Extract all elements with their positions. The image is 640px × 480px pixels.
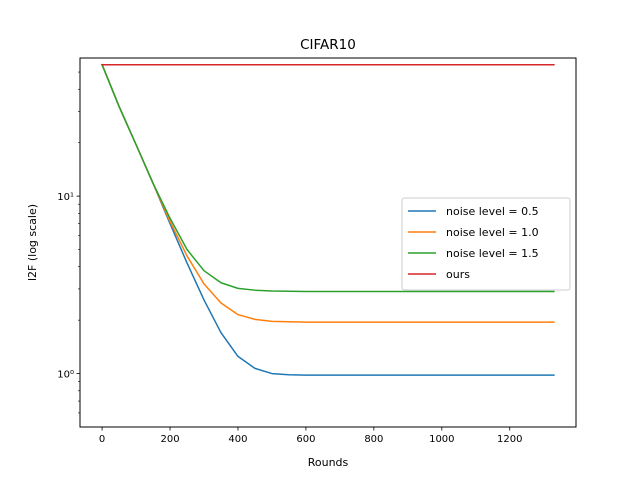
x-tick-label: 0: [99, 434, 105, 445]
series-line-2: [101, 63, 555, 293]
x-axis: 0 200 400 600 800 1000 1200: [99, 427, 522, 445]
plot-frame: [79, 57, 577, 428]
x-tick-label: 800: [364, 434, 383, 445]
legend-label-0: noise level = 0.5: [446, 205, 539, 218]
legend-label-1: noise level = 1.0: [446, 226, 539, 239]
y-tick-label: 10⁰: [57, 370, 74, 381]
legend-label-3: ours: [446, 268, 470, 281]
x-tick-label: 1000: [429, 434, 454, 445]
chart-title: CIFAR10: [300, 37, 356, 53]
y-axis: 10⁰ 10¹: [57, 71, 80, 414]
x-tick-label: 600: [296, 434, 315, 445]
legend-label-2: noise level = 1.5: [446, 247, 539, 260]
y-axis-label: l2F (log scale): [26, 204, 39, 281]
x-tick-label: 200: [160, 434, 179, 445]
legend: noise level = 0.5 noise level = 1.0 noise …: [401, 197, 571, 291]
x-tick-label: 1200: [497, 434, 522, 445]
x-tick-label: 400: [228, 434, 247, 445]
plot-area: [101, 63, 555, 376]
legend-box: [401, 197, 571, 291]
x-axis-label: Rounds: [308, 456, 349, 469]
y-tick-label: 10¹: [57, 192, 74, 203]
